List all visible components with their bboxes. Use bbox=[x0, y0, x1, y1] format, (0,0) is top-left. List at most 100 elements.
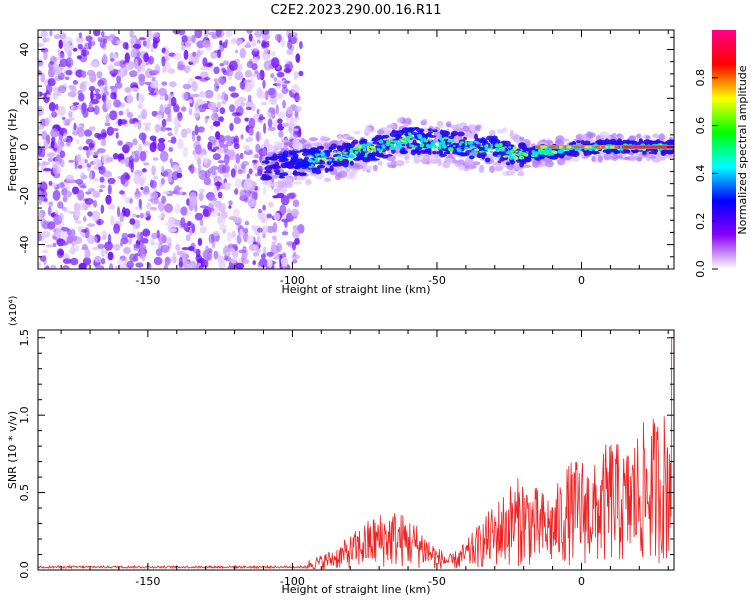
noise-blob bbox=[252, 251, 260, 257]
trace-core bbox=[580, 139, 585, 145]
trace-peak bbox=[405, 136, 411, 141]
noise-blob bbox=[234, 71, 243, 81]
trace-core bbox=[333, 163, 339, 167]
colorbar-tick-label: 0.8 bbox=[694, 69, 707, 87]
noise-blob bbox=[170, 136, 177, 144]
noise-blob bbox=[167, 177, 173, 183]
noise-blob bbox=[230, 257, 238, 264]
noise-blob bbox=[90, 90, 94, 101]
noise-blob bbox=[84, 159, 88, 164]
noise-blob bbox=[88, 188, 95, 193]
trace-core bbox=[572, 141, 576, 146]
noise-blob bbox=[142, 228, 151, 237]
noise-blob bbox=[263, 122, 267, 134]
noise-blob bbox=[105, 157, 114, 163]
noise-blob bbox=[248, 127, 254, 136]
noise-blob bbox=[150, 180, 157, 189]
trace-core bbox=[457, 131, 465, 137]
trace-core bbox=[481, 154, 486, 160]
trace-hot-line bbox=[621, 145, 672, 149]
noise-blob bbox=[84, 248, 91, 260]
colorbar-tick-label: 0.6 bbox=[694, 117, 707, 135]
noise-blob bbox=[227, 265, 235, 269]
noise-blob bbox=[298, 70, 304, 77]
noise-blob bbox=[88, 85, 96, 92]
noise-blob bbox=[143, 122, 152, 126]
noise-blob bbox=[104, 84, 108, 93]
noise-blob bbox=[110, 58, 115, 62]
noise-blob bbox=[92, 210, 100, 222]
noise-blob bbox=[214, 81, 219, 93]
noise-blob bbox=[245, 106, 252, 110]
noise-blob bbox=[50, 264, 57, 269]
trace-peak bbox=[438, 146, 442, 150]
noise-blob bbox=[103, 170, 112, 178]
trace-peak bbox=[341, 154, 348, 157]
trace-peak bbox=[502, 155, 508, 158]
noise-blob bbox=[130, 87, 139, 92]
noise-blob bbox=[78, 32, 83, 39]
noise-blob bbox=[81, 229, 88, 233]
trace-core bbox=[286, 165, 295, 169]
colorbar: 0.0 0.2 0.4 0.6 0.8 Normalized spectral ampl… bbox=[694, 30, 749, 278]
trace-halo bbox=[444, 157, 454, 162]
spectrogram-ticks: -150 -100 -50 0 40 20 0 -20 -40 bbox=[18, 30, 674, 287]
trace-peak bbox=[409, 144, 415, 147]
noise-blob bbox=[152, 138, 157, 149]
noise-blob bbox=[208, 31, 217, 36]
noise-blob bbox=[203, 177, 211, 186]
spectrogram-x-axis-label: Height of straight line (km) bbox=[281, 283, 430, 296]
trace-core bbox=[462, 152, 470, 156]
noise-blob bbox=[186, 220, 192, 226]
noise-blob bbox=[43, 197, 48, 202]
noise-blob bbox=[260, 225, 269, 235]
noise-blob bbox=[77, 43, 83, 50]
trace-core bbox=[277, 153, 285, 156]
trace-halo bbox=[612, 155, 620, 159]
noise-blob bbox=[107, 37, 114, 42]
noise-blob bbox=[158, 137, 166, 143]
noise-blob bbox=[51, 182, 58, 188]
trace-peak bbox=[508, 152, 512, 155]
noise-blob bbox=[245, 41, 251, 48]
noise-blob bbox=[74, 220, 82, 224]
noise-blob bbox=[230, 92, 239, 98]
noise-blob bbox=[174, 185, 181, 196]
noise-blob bbox=[197, 237, 203, 246]
noise-blob bbox=[218, 215, 223, 224]
noise-blob bbox=[218, 202, 227, 213]
noise-blob bbox=[276, 79, 282, 89]
noise-blob bbox=[52, 235, 57, 240]
trace-halo bbox=[372, 164, 378, 172]
noise-blob bbox=[105, 99, 112, 110]
noise-blob bbox=[109, 85, 116, 90]
noise-blob bbox=[99, 39, 106, 49]
noise-blob bbox=[150, 70, 160, 74]
noise-blob bbox=[192, 248, 201, 254]
noise-blob bbox=[68, 159, 75, 163]
noise-blob bbox=[40, 72, 46, 83]
trace-hot-spot bbox=[563, 145, 567, 149]
noise-blob bbox=[287, 193, 296, 200]
noise-blob bbox=[246, 234, 254, 244]
noise-blob bbox=[177, 138, 184, 150]
noise-blob bbox=[210, 124, 214, 130]
noise-blob bbox=[279, 204, 287, 216]
trace-halo bbox=[437, 158, 442, 167]
noise-blob bbox=[100, 248, 106, 257]
noise-blob bbox=[76, 73, 83, 78]
noise-blob bbox=[250, 48, 259, 52]
noise-blob bbox=[276, 93, 284, 99]
noise-blob bbox=[38, 70, 42, 74]
trace-core bbox=[381, 134, 390, 139]
trace-halo bbox=[658, 133, 665, 141]
noise-blob bbox=[40, 218, 47, 228]
noise-blob bbox=[39, 181, 48, 192]
noise-blob bbox=[264, 90, 269, 101]
noise-blob bbox=[290, 32, 298, 37]
noise-blob bbox=[182, 83, 192, 90]
noise-blob bbox=[213, 66, 220, 75]
noise-blob bbox=[204, 89, 214, 99]
trace-peak bbox=[524, 153, 529, 157]
noise-blob bbox=[141, 108, 148, 120]
